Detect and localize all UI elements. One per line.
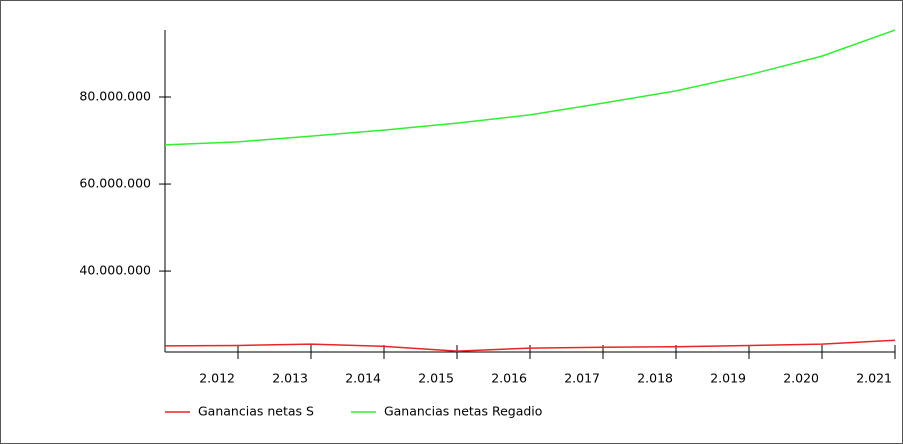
x-tick-label: 2.013 [272, 371, 308, 386]
x-tick-label: 2.014 [345, 371, 381, 386]
x-tick-label: 2.019 [710, 371, 746, 386]
legend-label: Ganancias netas Regadio [384, 404, 542, 419]
y-tick-label: 80.000.000 [79, 89, 151, 104]
series-line [164, 339, 896, 352]
x-tick-label: 2.021 [856, 371, 892, 386]
legend-label: Ganancias netas S [198, 404, 314, 419]
x-tick-label: 2.015 [418, 371, 454, 386]
x-tick-label: 2.020 [783, 371, 819, 386]
x-tick-label: 2.016 [491, 371, 527, 386]
x-tick-label: 2.012 [199, 371, 235, 386]
series-line [164, 29, 896, 146]
y-tick-label: 60.000.000 [79, 176, 151, 191]
x-tick-label: 2.018 [637, 371, 673, 386]
x-tick-label: 2.017 [564, 371, 600, 386]
y-tick-label: 40.000.000 [79, 263, 151, 278]
